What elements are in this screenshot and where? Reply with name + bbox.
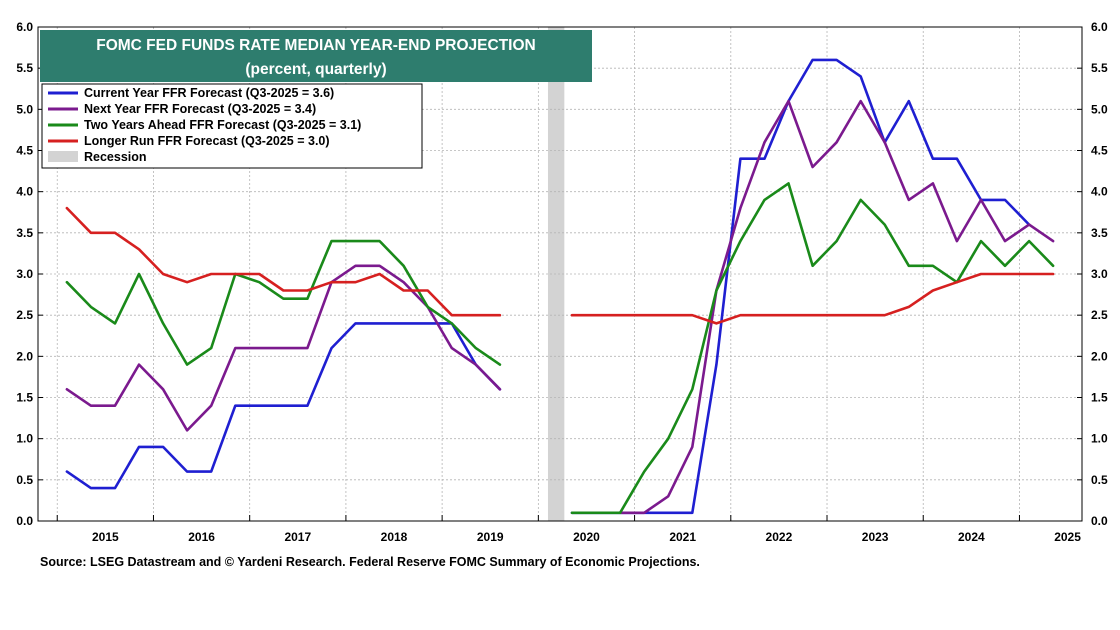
chart-subtitle: (percent, quarterly)	[245, 61, 386, 78]
x-tick-label: 2017	[284, 530, 311, 544]
y-tick-label-left: 4.0	[16, 185, 33, 199]
x-tick-label: 2018	[381, 530, 408, 544]
y-tick-label-left: 4.5	[16, 144, 33, 158]
y-tick-label-left: 2.5	[16, 308, 33, 322]
y-tick-label-right: 3.5	[1091, 226, 1108, 240]
series-line	[618, 99, 1055, 515]
chart-title: FOMC FED FUNDS RATE MEDIAN YEAR-END PROJ…	[96, 37, 535, 54]
y-tick-label-left: 5.5	[16, 61, 33, 75]
series-line	[570, 182, 1055, 515]
recession-band	[547, 27, 565, 521]
x-tick-label: 2024	[958, 530, 985, 544]
y-tick-label-left: 3.0	[16, 267, 33, 281]
legend-label: Current Year FFR Forecast (Q3-2025 = 3.6…	[84, 86, 334, 100]
y-tick-label-right: 1.5	[1091, 391, 1108, 405]
title-box: FOMC FED FUNDS RATE MEDIAN YEAR-END PROJ…	[40, 30, 592, 82]
y-tick-label-right: 2.0	[1091, 349, 1108, 363]
legend-label: Longer Run FFR Forecast (Q3-2025 = 3.0)	[84, 134, 330, 148]
x-tick-label: 2016	[188, 530, 215, 544]
y-tick-label-right: 2.5	[1091, 308, 1108, 322]
y-tick-label-left: 2.0	[16, 349, 33, 363]
y-tick-label-right: 5.0	[1091, 102, 1108, 116]
series-line	[65, 322, 502, 490]
y-tick-label-left: 1.0	[16, 432, 33, 446]
source-note: Source: LSEG Datastream and © Yardeni Re…	[40, 555, 700, 569]
series-1	[65, 58, 1031, 515]
legend: Current Year FFR Forecast (Q3-2025 = 3.6…	[41, 83, 423, 169]
y-tick-label-right: 0.5	[1091, 473, 1108, 487]
y-tick-label-right: 1.0	[1091, 432, 1108, 446]
y-tick-label-right: 4.0	[1091, 185, 1108, 199]
x-tick-label: 2019	[477, 530, 504, 544]
y-tick-label-right: 0.0	[1091, 514, 1108, 528]
x-tick-label: 2025	[1054, 530, 1081, 544]
y-tick-label-right: 5.5	[1091, 61, 1108, 75]
x-tick-label: 2015	[92, 530, 119, 544]
y-tick-label-right: 4.5	[1091, 144, 1108, 158]
series-line	[65, 239, 502, 366]
legend-label: Recession	[84, 150, 147, 164]
legend-box	[41, 83, 423, 169]
legend-swatch	[48, 151, 78, 162]
recession-layer	[547, 27, 565, 521]
series-line	[570, 272, 1055, 325]
ticks-layer: 0.0 0.0 0.5 0.5 1.0 1.0 1.5 1.5 2.0 2.0 2.5 2.5 3.0 3…	[16, 20, 1108, 544]
y-tick-label-left: 1.5	[16, 391, 33, 405]
y-tick-label-left: 0.0	[16, 514, 33, 528]
series-line	[65, 206, 502, 317]
x-tick-label: 2022	[766, 530, 793, 544]
series-line	[570, 58, 1031, 515]
y-tick-label-left: 3.5	[16, 226, 33, 240]
series-layer	[65, 58, 1055, 515]
x-tick-label: 2021	[669, 530, 696, 544]
legend-label: Next Year FFR Forecast (Q3-2025 = 3.4)	[84, 102, 316, 116]
x-tick-label: 2023	[862, 530, 889, 544]
title-background	[40, 30, 592, 82]
legend-label: Two Years Ahead FFR Forecast (Q3-2025 = …	[84, 118, 361, 132]
y-tick-label-left: 6.0	[16, 20, 33, 34]
y-tick-label-left: 5.0	[16, 102, 33, 116]
x-tick-label: 2020	[573, 530, 600, 544]
y-tick-label-right: 3.0	[1091, 267, 1108, 281]
series-3	[65, 182, 1055, 515]
y-tick-label-left: 0.5	[16, 473, 33, 487]
series-4	[65, 206, 1055, 325]
y-tick-label-right: 6.0	[1091, 20, 1108, 34]
